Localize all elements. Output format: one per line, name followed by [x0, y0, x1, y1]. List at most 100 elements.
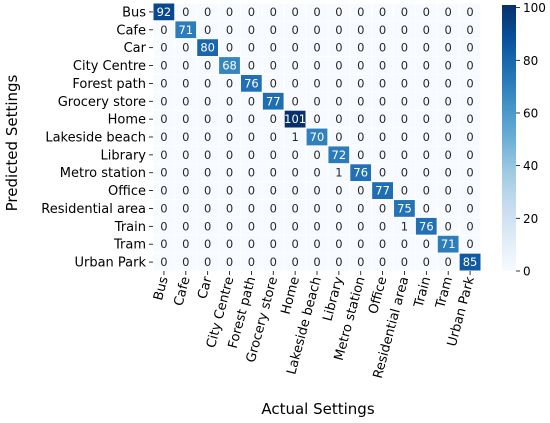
cell-value-label: 0	[357, 130, 364, 144]
cell-value-label: 0	[204, 166, 211, 180]
y-tick-label: Tram	[113, 238, 146, 253]
cell-value-label: 0	[291, 201, 298, 215]
cell-value-label: 0	[270, 130, 277, 144]
cell-value-label: 72	[332, 148, 347, 162]
cell-value-label: 0	[313, 23, 320, 37]
cell-value-label: 0	[226, 130, 233, 144]
cell-value-label: 0	[379, 76, 386, 90]
cell-value-label: 101	[284, 112, 306, 126]
cell-value-label: 0	[445, 184, 452, 198]
cell-value-label: 0	[291, 41, 298, 55]
y-tick-label: Library	[101, 148, 147, 163]
cell-value-label: 0	[313, 5, 320, 19]
cell-value-label: 0	[335, 23, 342, 37]
cell-value-label: 0	[204, 219, 211, 233]
cell-value-label: 0	[445, 255, 452, 269]
cell-value-label: 0	[182, 148, 189, 162]
cell-value-label: 0	[248, 59, 255, 73]
cell-value-label: 0	[379, 41, 386, 55]
colorbar-tick-label: 60	[523, 106, 538, 120]
cell-value-label: 0	[466, 41, 473, 55]
cell-value-label: 0	[445, 201, 452, 215]
cell-value-label: 0	[401, 112, 408, 126]
cell-value-label: 0	[423, 184, 430, 198]
cell-value-label: 80	[200, 41, 215, 55]
cell-value-label: 0	[423, 41, 430, 55]
cell-value-label: 0	[335, 94, 342, 108]
cell-value-label: 0	[226, 41, 233, 55]
cell-value-label: 0	[182, 130, 189, 144]
cell-value-label: 0	[226, 76, 233, 90]
cell-value-label: 0	[445, 76, 452, 90]
cell-value-label: 0	[466, 148, 473, 162]
cell-value-label: 0	[466, 5, 473, 19]
cell-value-label: 0	[270, 59, 277, 73]
cell-value-label: 0	[226, 166, 233, 180]
cell-value-label: 0	[291, 237, 298, 251]
cell-value-label: 0	[357, 76, 364, 90]
cell-value-label: 0	[291, 219, 298, 233]
colorbar-tick-label: 80	[523, 54, 538, 68]
colorbar-tick-label: 0	[523, 265, 531, 279]
cell-value-label: 0	[204, 184, 211, 198]
cell-value-label: 0	[357, 255, 364, 269]
cell-value-label: 0	[466, 219, 473, 233]
cell-value-label: 0	[291, 76, 298, 90]
cell-value-label: 0	[226, 255, 233, 269]
x-tick-label: Cafe	[172, 275, 194, 307]
cell-value-label: 0	[248, 23, 255, 37]
cell-value-label: 0	[270, 184, 277, 198]
cell-value-label: 0	[160, 130, 167, 144]
cell-value-label: 0	[226, 219, 233, 233]
cell-value-label: 0	[445, 112, 452, 126]
cell-value-label: 0	[357, 148, 364, 162]
cell-value-label: 0	[379, 130, 386, 144]
cell-value-label: 0	[182, 255, 189, 269]
cell-value-label: 0	[401, 59, 408, 73]
cell-value-label: 0	[466, 112, 473, 126]
cell-value-label: 0	[423, 5, 430, 19]
cell-value-label: 0	[226, 5, 233, 19]
cell-value-label: 0	[379, 112, 386, 126]
cell-value-label: 0	[313, 41, 320, 55]
cell-value-label: 0	[335, 112, 342, 126]
cell-value-label: 0	[445, 94, 452, 108]
cell-value-label: 0	[335, 5, 342, 19]
cell-value-label: 0	[182, 237, 189, 251]
cell-value-label: 0	[313, 94, 320, 108]
cell-value-label: 0	[182, 219, 189, 233]
cell-value-label: 0	[248, 237, 255, 251]
cell-value-label: 0	[204, 94, 211, 108]
cell-value-label: 0	[291, 59, 298, 73]
cell-value-label: 0	[379, 201, 386, 215]
cell-value-label: 76	[419, 219, 434, 233]
cell-value-label: 0	[357, 237, 364, 251]
cell-value-label: 0	[270, 166, 277, 180]
cell-value-label: 0	[445, 23, 452, 37]
cell-value-label: 0	[291, 5, 298, 19]
cell-value-label: 0	[335, 184, 342, 198]
cell-value-label: 85	[463, 255, 478, 269]
cell-value-label: 0	[423, 94, 430, 108]
cell-value-label: 0	[248, 41, 255, 55]
cell-value-label: 0	[248, 219, 255, 233]
colorbar-tick-label: 40	[523, 159, 538, 173]
cell-value-label: 0	[335, 76, 342, 90]
cell-value-label: 0	[335, 130, 342, 144]
cell-value-label: 0	[313, 76, 320, 90]
colorbar-gradient	[502, 5, 516, 271]
cell-value-label: 0	[160, 94, 167, 108]
cell-value-label: 0	[357, 41, 364, 55]
cell-value-label: 0	[466, 184, 473, 198]
cell-value-label: 0	[401, 130, 408, 144]
cell-value-label: 0	[204, 23, 211, 37]
y-tick-label: Forest path	[72, 77, 146, 92]
cell-value-label: 0	[270, 41, 277, 55]
cell-value-label: 0	[204, 130, 211, 144]
cell-value-label: 0	[423, 112, 430, 126]
cell-value-label: 0	[466, 166, 473, 180]
cell-value-label: 0	[423, 255, 430, 269]
cell-value-label: 0	[248, 5, 255, 19]
cell-value-label: 0	[248, 94, 255, 108]
y-tick-label: Lakeside beach	[45, 131, 146, 146]
